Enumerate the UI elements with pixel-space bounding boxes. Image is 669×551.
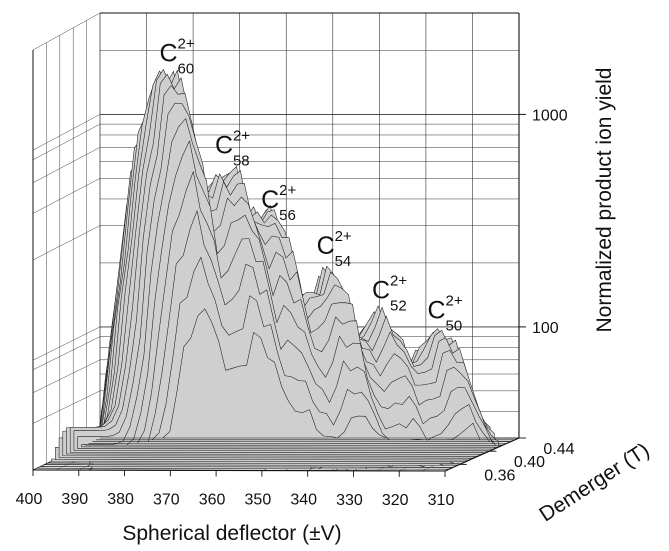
- peak-label: C 2+ 56: [261, 182, 296, 224]
- peak-label-size: 50: [445, 318, 462, 335]
- peak-label-size: 54: [335, 253, 352, 270]
- x-tick-label: 340: [290, 492, 317, 509]
- peak-label: C 2+ 60: [160, 35, 195, 77]
- side-gridline-z: [32, 336, 101, 371]
- axis-x: [32, 469, 446, 472]
- side-gridline-z: [32, 114, 101, 151]
- peak-label-charge: 2+: [445, 293, 462, 310]
- z-axis-title: Normalized product ion yield: [593, 68, 616, 333]
- side-gridline-z: [32, 390, 101, 424]
- x-axis-ticks: 400 390 380 370 360 350 340 330 320 310: [16, 470, 455, 509]
- peak-label: C 2+ 50: [427, 293, 462, 335]
- peak-label-main: C: [261, 186, 279, 214]
- x-tick-label: 400: [16, 491, 43, 508]
- side-gridline-z: [32, 359, 101, 393]
- peak-label: C 2+ 58: [215, 128, 250, 170]
- x-tick-label: 320: [382, 492, 409, 509]
- peak-label-charge: 2+: [233, 128, 250, 145]
- peak-label-size: 56: [279, 207, 296, 224]
- peak-label-charge: 2+: [279, 182, 296, 199]
- x-tick-label: 370: [153, 491, 180, 508]
- peak-label-charge: 2+: [178, 35, 195, 52]
- peak-label-main: C: [317, 232, 335, 260]
- surface-mesh: [32, 69, 520, 472]
- y-tick-label: 0.40: [514, 454, 545, 471]
- peak-label: C 2+ 54: [317, 228, 352, 270]
- x-tick-label: 330: [336, 492, 363, 509]
- x-tick-label: 380: [107, 491, 134, 508]
- x-tick-label: 390: [61, 491, 88, 508]
- side-gridline-z: [32, 178, 101, 214]
- y-tick-label: 0.44: [543, 441, 574, 458]
- x-tick-label: 360: [199, 491, 226, 508]
- peak-label-size: 60: [178, 60, 195, 77]
- peak-labels: C 2+60C 2+58C 2+56C 2+54C 2+52 C 2+50: [160, 35, 463, 334]
- side-gridline-z: [32, 225, 101, 261]
- axes-frame: [32, 12, 520, 472]
- z-tick-label: 100: [532, 320, 559, 337]
- z-tick-label: 1000: [532, 107, 568, 124]
- side-gridline-z: [32, 147, 101, 183]
- x-axis-title: Spherical deflector (±V): [122, 522, 341, 545]
- peak-label-size: 58: [233, 153, 250, 170]
- y-tick-label: 0.36: [484, 467, 515, 484]
- peak-label-main: C: [160, 39, 178, 67]
- axis-y: [444, 437, 520, 472]
- peak-label-main: C: [427, 297, 445, 325]
- x-tick-label: 350: [245, 492, 272, 509]
- surface-slice: [99, 308, 520, 439]
- side-gridline-z: [32, 12, 101, 51]
- side-gridline-z: [32, 123, 101, 161]
- peak-label-charge: 2+: [335, 228, 352, 245]
- z-axis-ticks: 100 1000: [519, 107, 568, 337]
- y-axis-ticks: 0.360.400.44: [459, 437, 575, 484]
- side-gridline-z: [32, 326, 101, 361]
- x-tick-label: 310: [428, 492, 455, 509]
- peak-label: C 2+ 52: [372, 273, 407, 315]
- peak-label-charge: 2+: [390, 273, 407, 290]
- peak-label-main: C: [215, 132, 233, 160]
- peak-label-size: 52: [390, 298, 407, 315]
- peak-label-main: C: [372, 277, 390, 305]
